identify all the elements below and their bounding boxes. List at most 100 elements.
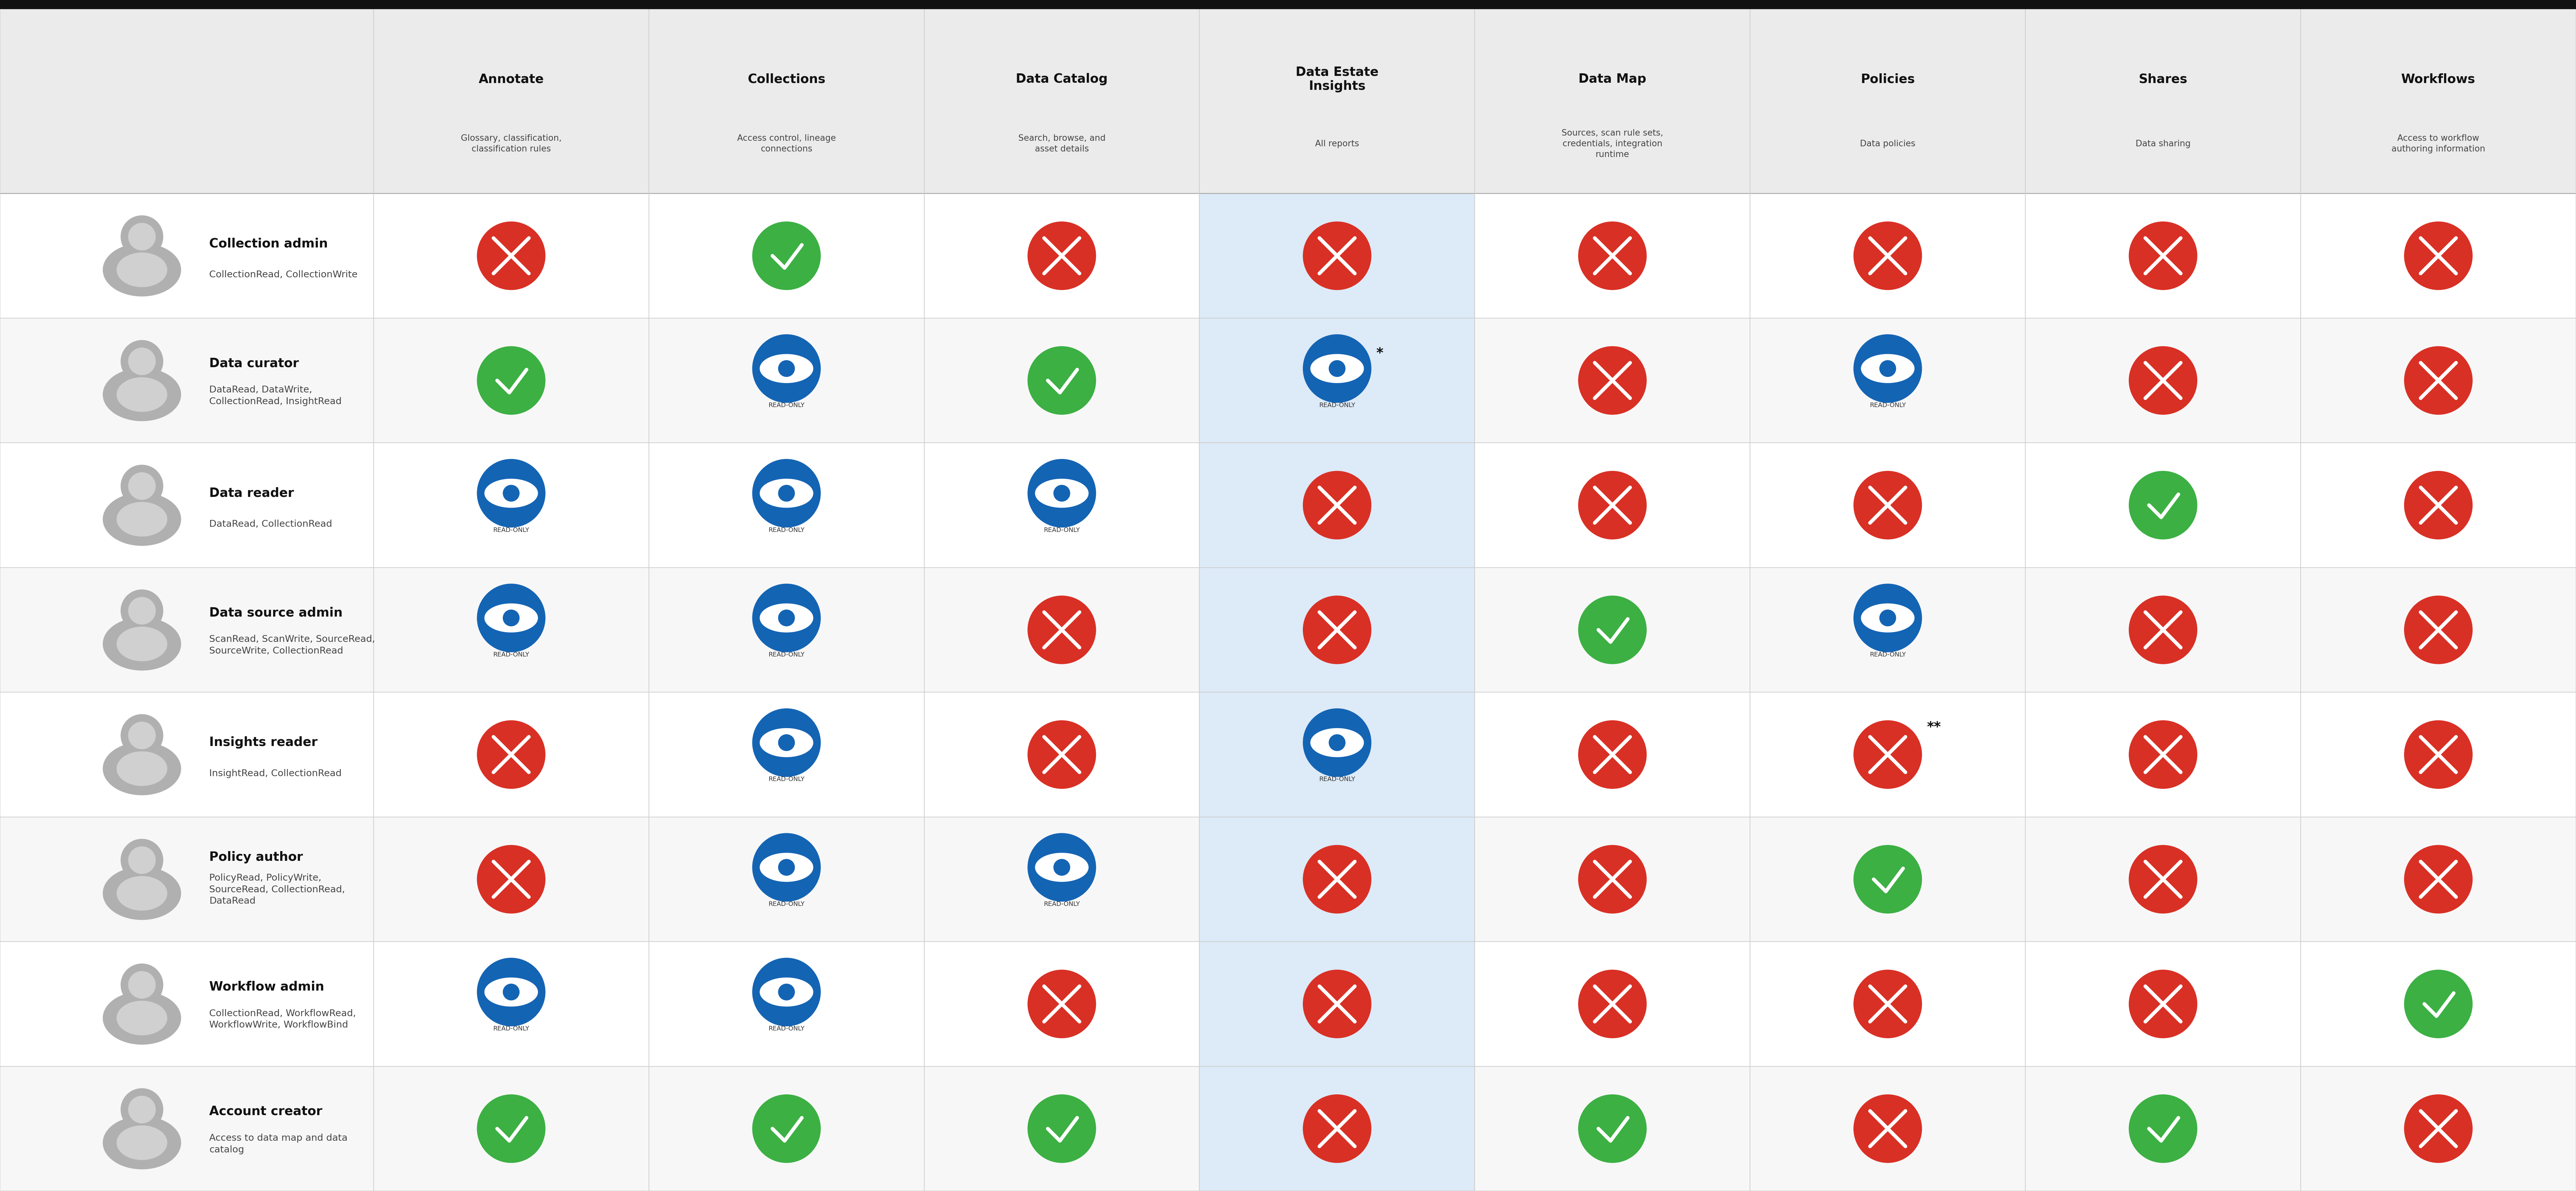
Bar bbox=[0, 942, 2576, 1066]
Circle shape bbox=[129, 847, 155, 874]
Circle shape bbox=[477, 846, 546, 913]
Ellipse shape bbox=[116, 1125, 167, 1160]
Ellipse shape bbox=[103, 368, 180, 422]
Circle shape bbox=[1579, 222, 1646, 291]
Text: Access to data map and data
catalog: Access to data map and data catalog bbox=[209, 1134, 348, 1154]
Ellipse shape bbox=[1311, 729, 1363, 757]
Bar bbox=[1200, 942, 1473, 1066]
Circle shape bbox=[1329, 361, 1345, 376]
Circle shape bbox=[778, 610, 793, 626]
Ellipse shape bbox=[484, 479, 538, 507]
Bar bbox=[0, 443, 2576, 568]
Text: Account creator: Account creator bbox=[209, 1105, 322, 1117]
Bar bbox=[0, 692, 2576, 817]
Text: READ-ONLY: READ-ONLY bbox=[768, 526, 804, 532]
Text: Data curator: Data curator bbox=[209, 357, 299, 369]
Circle shape bbox=[1054, 485, 1069, 501]
Circle shape bbox=[1303, 472, 1370, 540]
Ellipse shape bbox=[103, 742, 180, 796]
Text: Data reader: Data reader bbox=[209, 487, 294, 499]
Circle shape bbox=[1880, 610, 1896, 626]
Text: Data sharing: Data sharing bbox=[2136, 139, 2190, 148]
Ellipse shape bbox=[103, 618, 180, 671]
Circle shape bbox=[129, 348, 155, 375]
Circle shape bbox=[129, 1096, 155, 1123]
Ellipse shape bbox=[103, 493, 180, 545]
Text: Data Map: Data Map bbox=[1579, 73, 1646, 86]
Text: Policy author: Policy author bbox=[209, 850, 304, 863]
Ellipse shape bbox=[103, 992, 180, 1045]
Text: Data Estate
Insights: Data Estate Insights bbox=[1296, 66, 1378, 93]
Circle shape bbox=[129, 972, 155, 998]
Text: Access to workflow
authoring information: Access to workflow authoring information bbox=[2391, 135, 2486, 154]
Circle shape bbox=[1028, 1095, 1095, 1162]
Circle shape bbox=[1329, 735, 1345, 752]
Text: Insights reader: Insights reader bbox=[209, 736, 317, 748]
Bar bbox=[0, 318, 2576, 443]
Text: Workflows: Workflows bbox=[2401, 73, 2476, 86]
Text: Annotate: Annotate bbox=[479, 73, 544, 86]
Circle shape bbox=[1028, 721, 1095, 788]
Circle shape bbox=[1855, 1095, 1922, 1162]
Bar bbox=[0, 1066, 2576, 1191]
Bar bbox=[1200, 817, 1473, 942]
Ellipse shape bbox=[116, 626, 167, 661]
Circle shape bbox=[2128, 1095, 2197, 1162]
Text: Access control, lineage
connections: Access control, lineage connections bbox=[737, 135, 835, 154]
Circle shape bbox=[129, 598, 155, 624]
Text: DataRead, CollectionRead: DataRead, CollectionRead bbox=[209, 519, 332, 529]
Circle shape bbox=[1579, 969, 1646, 1039]
Ellipse shape bbox=[1862, 604, 1914, 632]
Ellipse shape bbox=[1862, 355, 1914, 384]
Text: **: ** bbox=[1927, 721, 1940, 734]
Text: READ-ONLY: READ-ONLY bbox=[1870, 403, 1906, 409]
Circle shape bbox=[752, 584, 822, 653]
Ellipse shape bbox=[103, 244, 180, 297]
Circle shape bbox=[121, 466, 162, 507]
Circle shape bbox=[752, 834, 822, 902]
Bar bbox=[0, 10, 2576, 194]
Circle shape bbox=[129, 224, 155, 250]
Circle shape bbox=[2403, 1095, 2473, 1162]
Ellipse shape bbox=[116, 1000, 167, 1035]
Circle shape bbox=[121, 1089, 162, 1130]
Circle shape bbox=[1855, 472, 1922, 540]
Ellipse shape bbox=[1036, 479, 1087, 507]
Circle shape bbox=[1303, 596, 1370, 665]
Ellipse shape bbox=[760, 479, 814, 507]
Ellipse shape bbox=[760, 853, 814, 881]
Bar bbox=[1200, 194, 1473, 318]
Ellipse shape bbox=[484, 604, 538, 632]
Circle shape bbox=[477, 1095, 546, 1162]
Text: CollectionRead, CollectionWrite: CollectionRead, CollectionWrite bbox=[209, 270, 358, 279]
Bar bbox=[0, 0, 2576, 10]
Circle shape bbox=[752, 958, 822, 1027]
Circle shape bbox=[477, 584, 546, 653]
Text: READ-ONLY: READ-ONLY bbox=[1043, 526, 1079, 532]
Circle shape bbox=[1028, 222, 1095, 291]
Text: PolicyRead, PolicyWrite,
SourceRead, CollectionRead,
DataRead: PolicyRead, PolicyWrite, SourceRead, Col… bbox=[209, 873, 345, 905]
Text: Sources, scan rule sets,
credentials, integration
runtime: Sources, scan rule sets, credentials, in… bbox=[1561, 129, 1664, 158]
Text: DataRead, DataWrite,
CollectionRead, InsightRead: DataRead, DataWrite, CollectionRead, Ins… bbox=[209, 386, 343, 406]
Text: READ-ONLY: READ-ONLY bbox=[768, 403, 804, 409]
Bar bbox=[1200, 692, 1473, 817]
Circle shape bbox=[1855, 969, 1922, 1039]
Ellipse shape bbox=[116, 252, 167, 287]
Ellipse shape bbox=[760, 604, 814, 632]
Text: Workflow admin: Workflow admin bbox=[209, 980, 325, 993]
Text: READ-ONLY: READ-ONLY bbox=[768, 777, 804, 782]
Circle shape bbox=[477, 347, 546, 414]
Circle shape bbox=[1579, 472, 1646, 540]
Circle shape bbox=[2403, 846, 2473, 913]
Text: CollectionRead, WorkflowRead,
WorkflowWrite, WorkflowBind: CollectionRead, WorkflowRead, WorkflowWr… bbox=[209, 1009, 355, 1029]
Ellipse shape bbox=[1311, 355, 1363, 384]
Text: Glossary, classification,
classification rules: Glossary, classification, classification… bbox=[461, 135, 562, 154]
Circle shape bbox=[1579, 596, 1646, 665]
Ellipse shape bbox=[760, 978, 814, 1006]
Text: *: * bbox=[1376, 347, 1383, 360]
Text: Shares: Shares bbox=[2138, 73, 2187, 86]
Ellipse shape bbox=[760, 729, 814, 757]
Text: Collections: Collections bbox=[747, 73, 824, 86]
Circle shape bbox=[502, 610, 520, 626]
Bar bbox=[1200, 1066, 1473, 1191]
